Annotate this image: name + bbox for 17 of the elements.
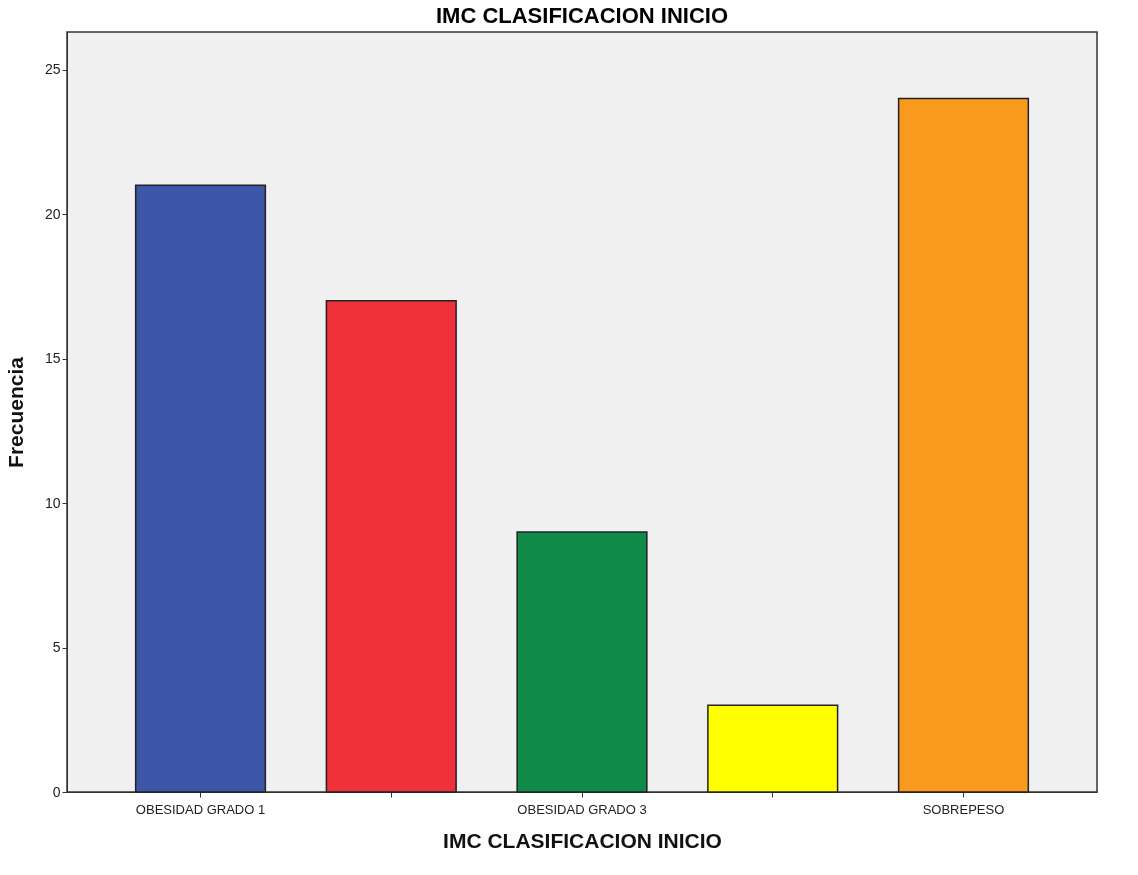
x-tick-label: SOBREPESO xyxy=(922,801,1005,817)
y-tick-label: 25 xyxy=(44,61,61,78)
x-tick-label: OBESIDAD GRADO 3 xyxy=(517,801,647,817)
y-axis-title: Frecuencia xyxy=(3,356,27,468)
y-tick-label: 15 xyxy=(44,350,61,367)
bar xyxy=(134,184,267,793)
y-tick-label: 20 xyxy=(44,205,61,222)
x-tick-label: OBESIDAD GRADO 1 xyxy=(135,801,266,817)
chart-title: IMC CLASIFICACION INICIO xyxy=(435,3,729,28)
y-tick-label: 10 xyxy=(44,494,61,511)
y-tick-label: 5 xyxy=(52,639,61,656)
y-tick-label: 0 xyxy=(52,783,61,800)
bar xyxy=(707,704,839,793)
x-axis-title: IMC CLASIFICACION INICIO xyxy=(443,828,722,852)
bar xyxy=(325,300,457,793)
bar xyxy=(516,531,648,793)
bar xyxy=(897,97,1030,793)
